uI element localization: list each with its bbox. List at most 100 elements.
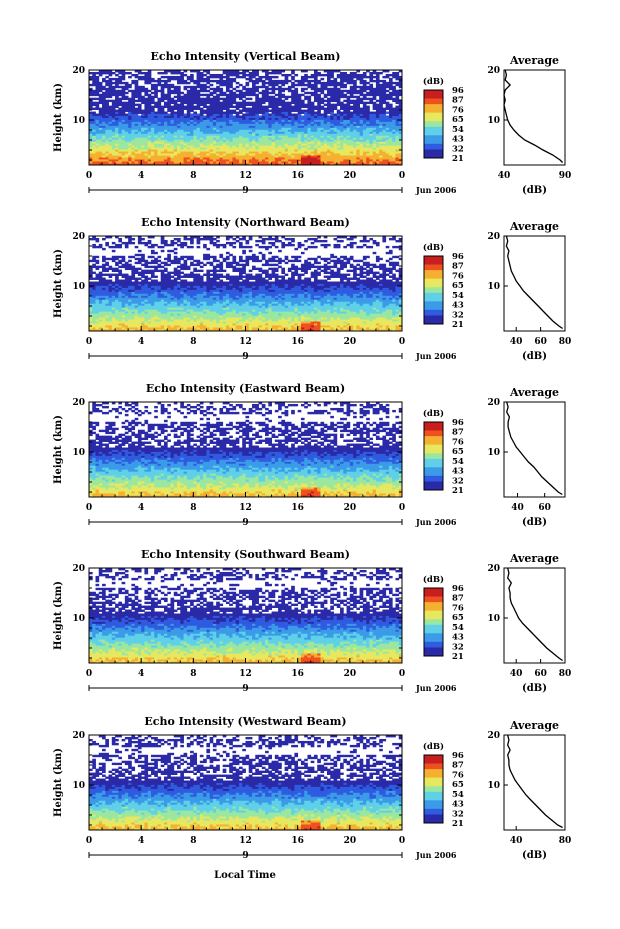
heatmap-cell [229, 85, 233, 89]
heatmap-cell [252, 101, 256, 105]
heatmap-cell [304, 119, 308, 122]
heatmap-cell [131, 323, 136, 326]
heatmap-cell [92, 323, 96, 326]
heatmap-cell [235, 125, 240, 128]
heatmap-cell [183, 81, 188, 85]
heatmap-cell [105, 137, 109, 140]
heatmap-cell [173, 321, 178, 324]
heatmap-cell [137, 125, 142, 128]
heatmap-cell [186, 111, 191, 114]
panel-title: Echo Intensity (Northward Beam) [141, 216, 350, 229]
colorbar-segment [424, 118, 443, 122]
heatmap-cell [203, 83, 207, 87]
heatmap-cell [294, 97, 299, 101]
heatmap-cell [235, 127, 240, 130]
heatmap-cell [336, 83, 341, 87]
heatmap-cell [242, 145, 246, 148]
heatmap-cell [284, 125, 289, 128]
heatmap-cell [92, 75, 96, 79]
heatmap-cell [327, 163, 331, 166]
heatmap-cell [362, 131, 367, 134]
heatmap-cell [160, 119, 165, 122]
heatmap-cell [177, 89, 181, 93]
heatmap-cell [304, 149, 308, 152]
heatmap-cell [353, 149, 357, 152]
heatmap-cell [242, 147, 246, 150]
heatmap-cell [349, 77, 354, 81]
heatmap-cell [163, 149, 168, 152]
heatmap-cell [235, 163, 240, 166]
heatmap-cell [170, 149, 175, 152]
heatmap-cell [196, 73, 201, 77]
heatmap-cell [281, 129, 286, 132]
heatmap-cell [115, 115, 119, 118]
heatmap-cell [327, 319, 331, 322]
heatmap-cell [255, 163, 259, 166]
heatmap-cell [294, 143, 299, 146]
heatmap-cell [92, 125, 96, 128]
heatmap-cell [258, 117, 263, 120]
heatmap-cell [199, 161, 204, 164]
heatmap-cell [238, 147, 243, 150]
heatmap-cell [307, 329, 312, 332]
heatmap-cell [271, 139, 276, 142]
heatmap-cell [216, 321, 220, 324]
heatmap-cell [147, 70, 152, 73]
heatmap-cell [245, 97, 250, 101]
heatmap-cell [300, 79, 305, 83]
heatmap-cell [320, 317, 325, 320]
heatmap-cell [340, 123, 344, 126]
heatmap-cell [89, 119, 93, 122]
heatmap-cell [121, 161, 126, 164]
heatmap-cell [124, 327, 129, 330]
heatmap-cell [336, 101, 341, 105]
heatmap-cell [375, 151, 380, 154]
heatmap-cell [118, 121, 122, 124]
heatmap-cell [206, 139, 211, 142]
heatmap-cell [216, 135, 220, 138]
colorbar-tick-label: 96 [452, 86, 464, 96]
heatmap-cell [193, 121, 197, 124]
heatmap-cell [323, 119, 328, 122]
heatmap-cell [124, 115, 129, 118]
heatmap-cell [131, 109, 136, 112]
heatmap-cell [278, 119, 282, 122]
heatmap-cell [219, 139, 224, 142]
heatmap-cell [150, 125, 155, 128]
heatmap-cell [382, 117, 387, 120]
heatmap-cell [307, 123, 312, 126]
heatmap-cell [196, 105, 201, 109]
heatmap-cell [395, 143, 400, 146]
heatmap-cell [199, 127, 204, 130]
heatmap-cell [219, 151, 224, 154]
heatmap-cell [157, 101, 162, 105]
heatmap-cell [225, 321, 230, 324]
heatmap-cell [398, 319, 403, 322]
heatmap-cell [128, 89, 132, 93]
heatmap-cell [108, 71, 113, 75]
heatmap-cell [89, 87, 93, 91]
heatmap-cell [222, 91, 227, 95]
heatmap-cell [216, 317, 220, 320]
heatmap-cell [398, 141, 403, 144]
heatmap-cell [310, 103, 315, 107]
heatmap-cell [385, 319, 390, 322]
heatmap-cell [261, 155, 266, 158]
heatmap-cell [333, 97, 338, 101]
heatmap-cell [304, 115, 308, 118]
heatmap-cell [173, 107, 178, 110]
heatmap-cell [245, 87, 250, 91]
heatmap-cell [382, 325, 387, 328]
heatmap-cell [157, 109, 162, 112]
heatmap-cell [203, 105, 207, 109]
heatmap-cell [281, 121, 286, 124]
heatmap-cell [297, 319, 302, 322]
heatmap-cell [291, 153, 295, 156]
heatmap-cell [150, 113, 155, 116]
heatmap-cell [147, 157, 152, 160]
heatmap-cell [105, 93, 109, 97]
heatmap-cell [294, 79, 299, 83]
heatmap-cell [160, 141, 165, 144]
heatmap-cell [190, 133, 194, 136]
heatmap-cell [95, 81, 100, 85]
